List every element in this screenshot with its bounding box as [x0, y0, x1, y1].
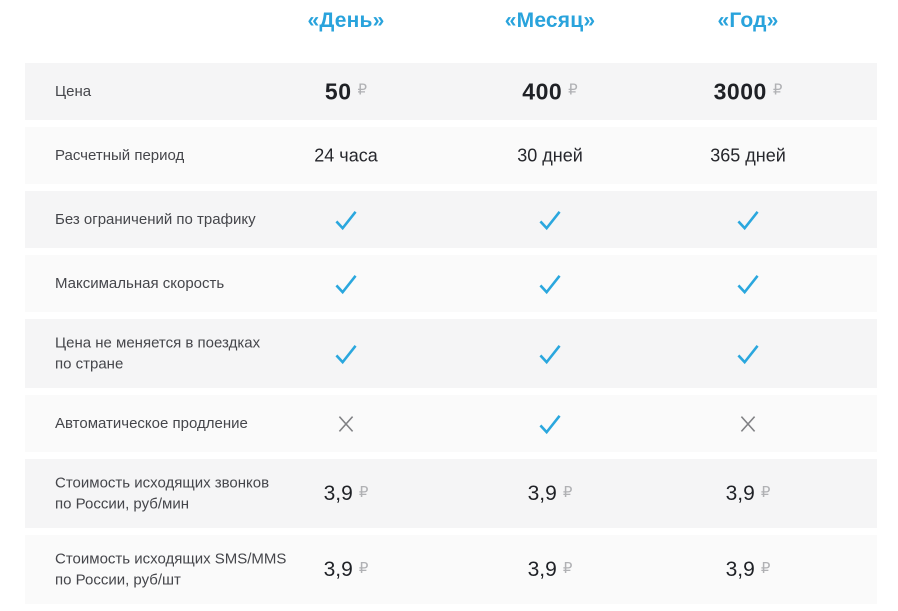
cross-icon [338, 415, 354, 432]
table-row: Цена 50 ₽400 ₽3000 ₽ [25, 63, 877, 120]
row-label: Стоимость исходящих SMS/MMS по России, р… [55, 549, 287, 589]
table-cell: 3,9 ₽ [528, 482, 573, 506]
check-icon [737, 210, 759, 230]
table-row: Расчетный период 24 часа 30 дней 365 дней [25, 127, 877, 184]
table-cell: 3,9 ₽ [528, 558, 573, 582]
cross-icon [740, 415, 756, 432]
column-header-day[interactable]: «День» [307, 9, 385, 32]
price-amount: 50 [324, 78, 352, 104]
check-icon [539, 414, 561, 434]
table-cell [738, 414, 758, 434]
check-icon [335, 274, 357, 294]
comparison-table-body: Цена 50 ₽400 ₽3000 ₽ Расчетный период 24 часа 3… [25, 63, 877, 604]
price-amount: 3,9 [323, 481, 353, 505]
check-icon [539, 274, 561, 294]
price-amount: 3000 [713, 78, 767, 104]
table-cell [537, 272, 564, 295]
table-cell: 365 дней [710, 145, 786, 166]
table-row: Стоимость исходящих SMS/MMS по России, р… [25, 535, 877, 604]
row-label: Стоимость исходящих звонков по России, р… [55, 473, 270, 513]
table-cell [735, 342, 762, 365]
price-amount: 3,9 [527, 481, 557, 505]
column-header-month[interactable]: «Месяц» [504, 9, 596, 32]
row-label: Максимальная скорость [55, 274, 225, 292]
ruble-sign: ₽ [358, 559, 369, 577]
cell-value: 30 дней [517, 145, 583, 165]
ruble-sign: ₽ [760, 559, 771, 577]
table-cell [336, 414, 356, 434]
table-cell: 30 дней [517, 145, 583, 166]
row-label: Цена [55, 82, 92, 100]
table-cell: 24 часа [314, 145, 377, 166]
check-icon [737, 344, 759, 364]
price-amount: 3,9 [725, 481, 755, 505]
check-icon [335, 344, 357, 364]
ruble-sign: ₽ [358, 483, 369, 501]
price-amount: 3,9 [527, 557, 557, 581]
ruble-sign: ₽ [772, 81, 783, 99]
cell-value: 24 часа [314, 145, 378, 165]
row-label: Автоматическое продление [55, 414, 248, 432]
table-cell [333, 342, 360, 365]
check-icon [539, 210, 561, 230]
table-row: Стоимость исходящих звонков по России, р… [25, 459, 877, 528]
ruble-sign: ₽ [562, 559, 573, 577]
table-header: «День» «Месяц» «Год» [0, 0, 898, 63]
table-cell [333, 272, 360, 295]
cell-value: 365 дней [710, 145, 786, 165]
table-cell [537, 412, 564, 435]
price-amount: 3,9 [323, 557, 353, 581]
row-label: Цена не меняется в поездках по стране [55, 333, 261, 373]
row-label: Без ограничений по трафику [55, 210, 256, 228]
table-cell [333, 208, 360, 231]
check-icon [737, 274, 759, 294]
table-cell [537, 208, 564, 231]
ruble-sign: ₽ [568, 81, 578, 99]
check-icon [335, 210, 357, 230]
table-cell: 3000 ₽ [714, 78, 783, 105]
ruble-sign: ₽ [562, 483, 573, 501]
table-row: Без ограничений по трафику [25, 191, 877, 248]
table-row: Автоматическое продление [25, 395, 877, 452]
column-header-year[interactable]: «Год» [717, 9, 779, 32]
table-cell: 3,9 ₽ [726, 558, 771, 582]
check-icon [539, 344, 561, 364]
table-row: Максимальная скорость [25, 255, 877, 312]
table-cell: 50 ₽ [325, 78, 367, 105]
table-cell [735, 272, 762, 295]
table-cell: 3,9 ₽ [324, 558, 369, 582]
row-label: Расчетный период [55, 146, 185, 164]
table-cell: 3,9 ₽ [726, 482, 771, 506]
table-row: Цена не меняется в поездках по стране [25, 319, 877, 388]
price-amount: 3,9 [725, 557, 755, 581]
table-cell: 400 ₽ [522, 78, 577, 105]
table-cell [537, 342, 564, 365]
ruble-sign: ₽ [357, 81, 368, 99]
ruble-sign: ₽ [760, 483, 771, 501]
table-cell [735, 208, 762, 231]
table-cell: 3,9 ₽ [324, 482, 369, 506]
price-amount: 400 [522, 78, 563, 104]
